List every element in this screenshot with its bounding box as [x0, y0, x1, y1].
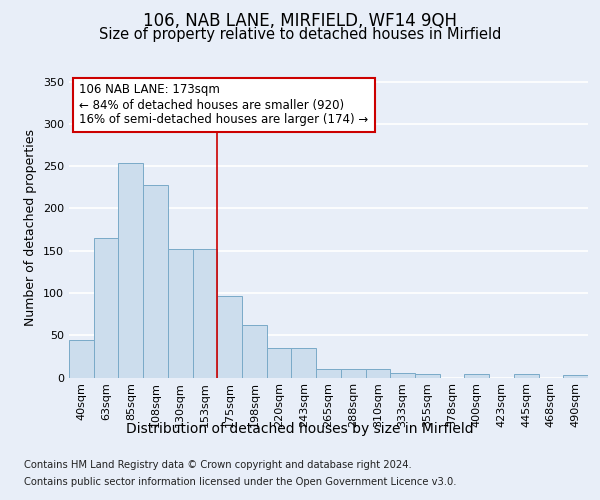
Bar — [143, 185, 168, 378]
Text: Size of property relative to detached houses in Mirfield: Size of property relative to detached ho… — [99, 28, 501, 42]
Text: Contains HM Land Registry data © Crown copyright and database right 2024.: Contains HM Land Registry data © Crown c… — [24, 460, 412, 469]
Bar — [415, 374, 440, 378]
Bar — [316, 369, 341, 378]
Bar — [464, 374, 489, 378]
Y-axis label: Number of detached properties: Number of detached properties — [25, 129, 37, 326]
Bar — [193, 249, 217, 378]
Bar — [390, 374, 415, 378]
Text: Contains public sector information licensed under the Open Government Licence v3: Contains public sector information licen… — [24, 477, 457, 487]
Bar — [168, 249, 193, 378]
Bar — [563, 375, 588, 378]
Bar — [292, 348, 316, 378]
Bar — [242, 325, 267, 378]
Bar — [69, 340, 94, 378]
Bar — [217, 296, 242, 378]
Bar — [118, 163, 143, 378]
Bar — [365, 369, 390, 378]
Text: 106 NAB LANE: 173sqm
← 84% of detached houses are smaller (920)
16% of semi-deta: 106 NAB LANE: 173sqm ← 84% of detached h… — [79, 84, 368, 126]
Bar — [94, 238, 118, 378]
Bar — [267, 348, 292, 378]
Bar — [341, 369, 365, 378]
Bar — [514, 374, 539, 378]
Text: Distribution of detached houses by size in Mirfield: Distribution of detached houses by size … — [126, 422, 474, 436]
Text: 106, NAB LANE, MIRFIELD, WF14 9QH: 106, NAB LANE, MIRFIELD, WF14 9QH — [143, 12, 457, 30]
